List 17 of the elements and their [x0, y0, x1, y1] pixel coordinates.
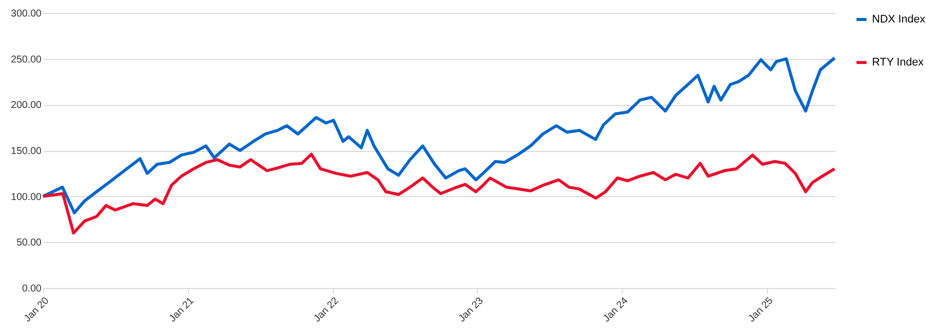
y-tick-label: 0.00 — [22, 284, 42, 294]
y-tick-label: 300.00 — [10, 8, 42, 20]
line-series — [42, 56, 836, 214]
x-tick-label: Jan 21 — [167, 295, 197, 325]
y-tick-label: 50.00 — [16, 238, 42, 249]
x-tick-label: Jan 24 — [601, 295, 631, 325]
legend-label: RTY Index — [872, 56, 924, 68]
x-tick-label: Jan 22 — [312, 295, 342, 325]
y-tick-label: 200.00 — [10, 100, 42, 112]
y-tick-label: 150.00 — [10, 146, 42, 157]
legend-label: NDX Index — [872, 14, 926, 26]
y-tick-label: 250.00 — [10, 54, 42, 66]
y-tick-label: 100.00 — [10, 192, 42, 203]
line-series — [42, 152, 836, 234]
x-tick-label: Jan 23 — [456, 295, 486, 325]
x-tick-label: Jan 20 — [22, 295, 52, 325]
x-tick-label: Jan 25 — [746, 295, 776, 325]
